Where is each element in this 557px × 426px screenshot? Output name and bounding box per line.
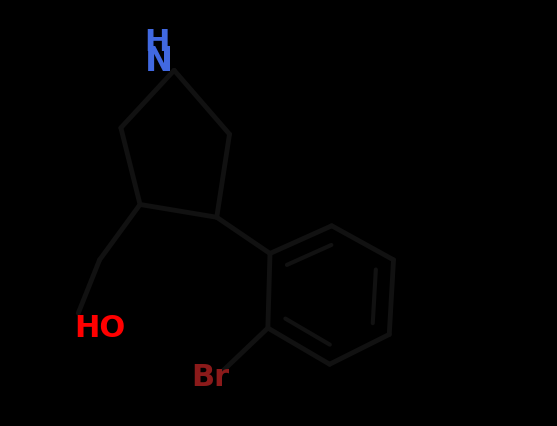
Text: Br: Br (191, 363, 229, 391)
Text: N: N (145, 45, 173, 78)
Text: HO: HO (74, 314, 125, 343)
Text: H: H (144, 28, 170, 57)
